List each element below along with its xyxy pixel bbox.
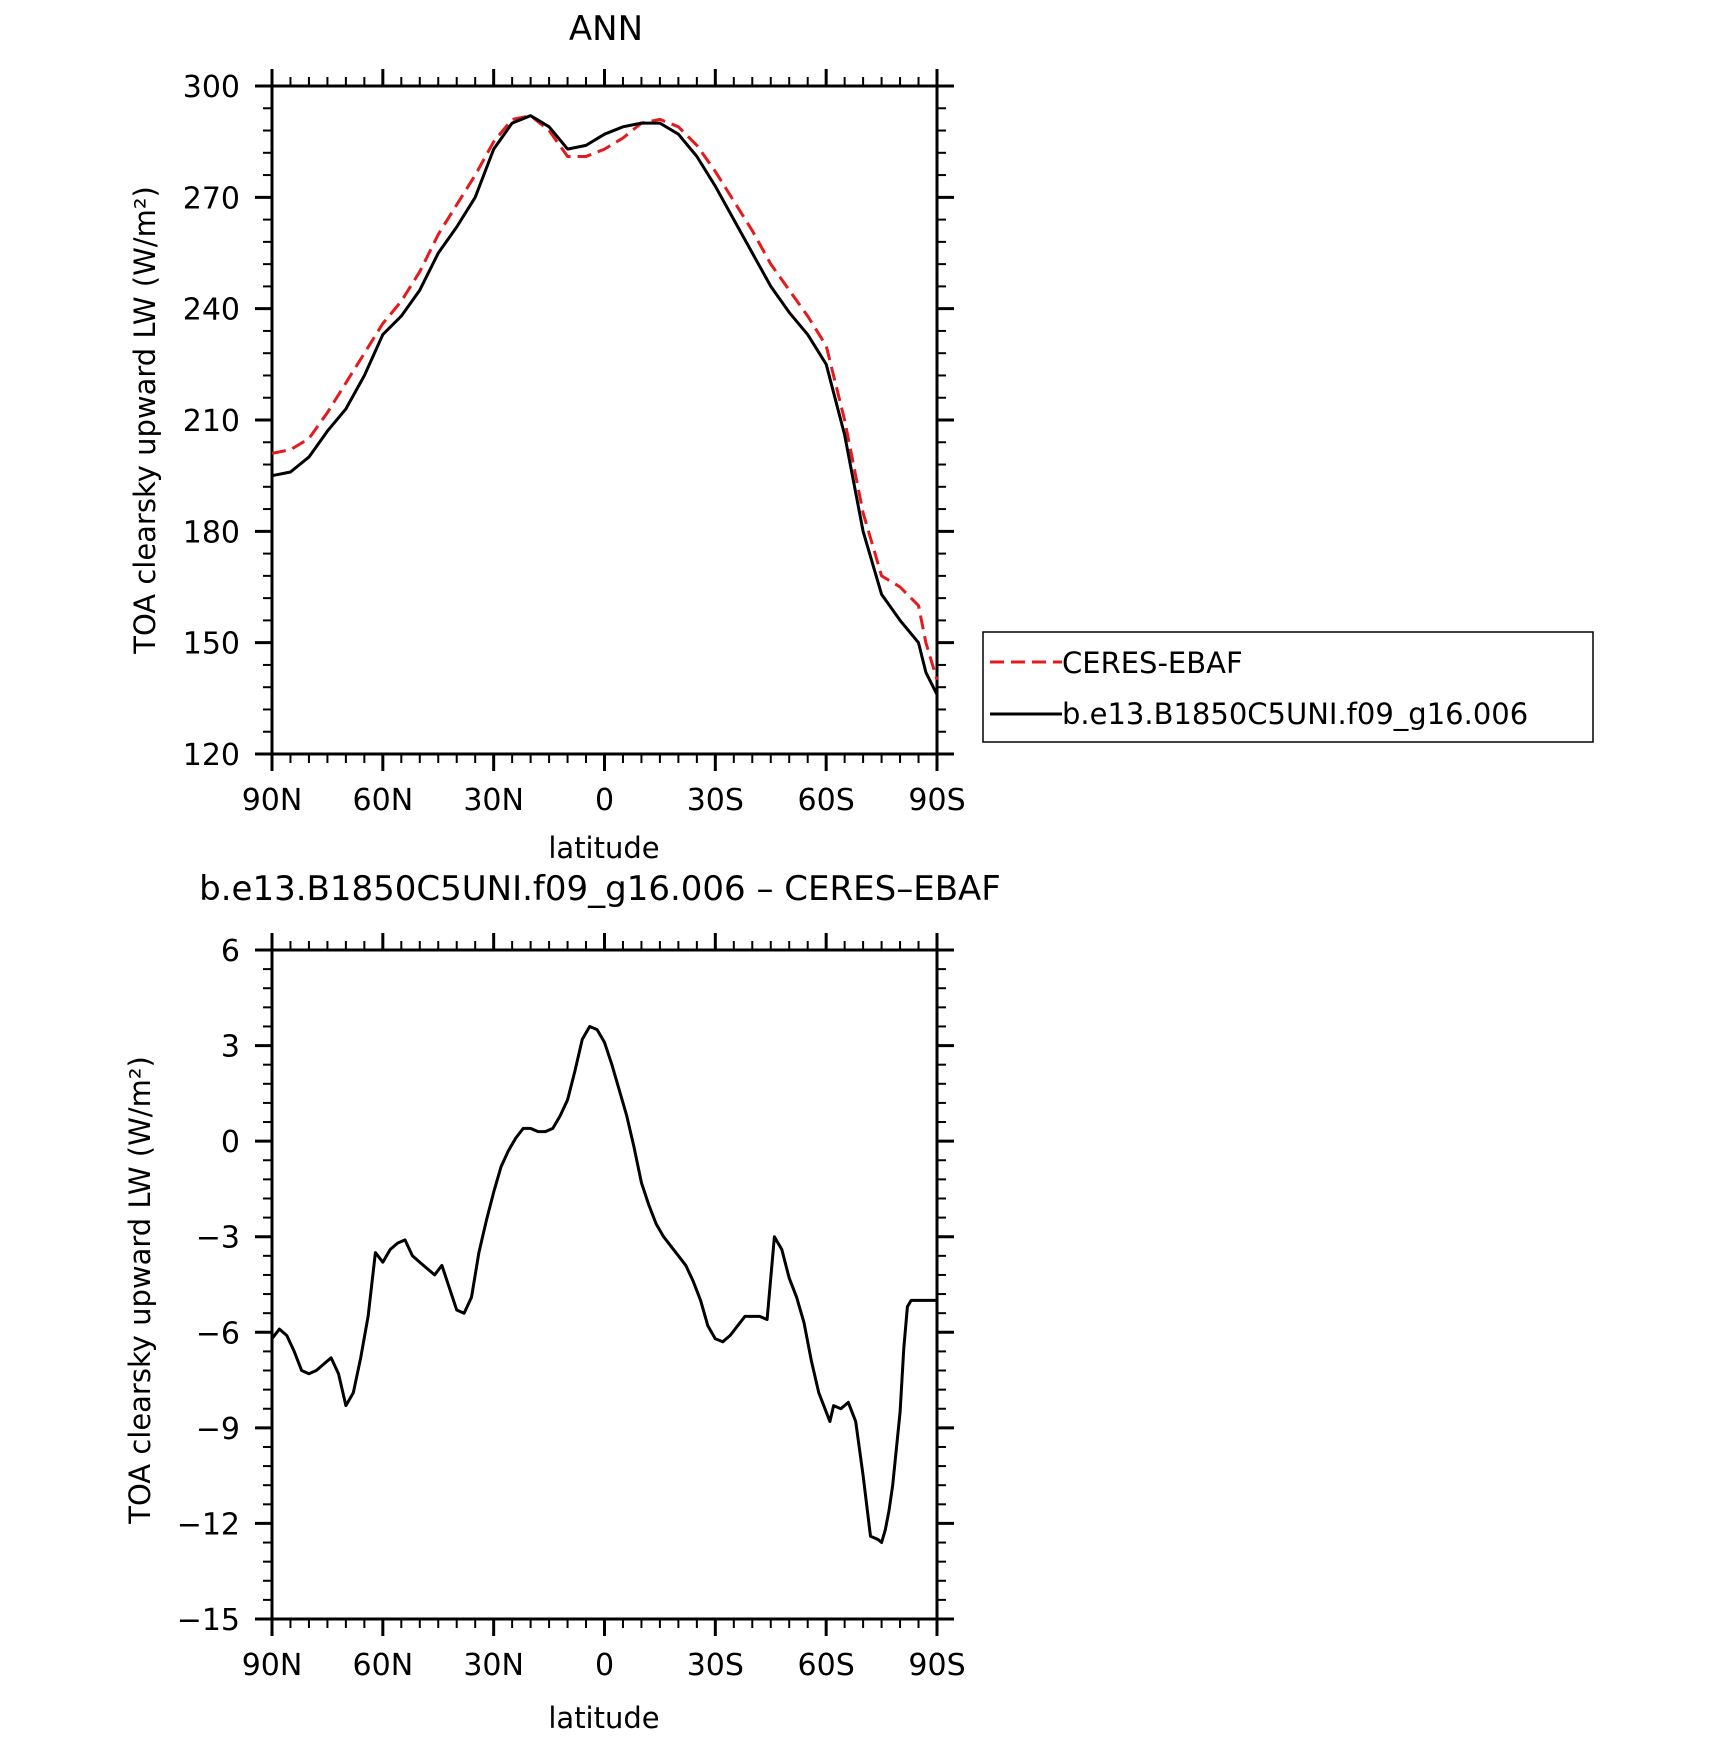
top-y-tick-label: 300 — [183, 70, 240, 105]
top-y-tick-label: 150 — [183, 627, 240, 662]
top-x-tick-label: 90N — [242, 783, 303, 818]
bottom-y-tick-label: −9 — [196, 1412, 240, 1447]
bottom-x-tick-label: 90S — [908, 1648, 965, 1683]
top-plot-frame — [270, 84, 939, 756]
bottom-y-tick-label: −15 — [177, 1603, 240, 1638]
bottom-y-tick-label: −3 — [196, 1221, 240, 1256]
bottom-x-tick-label: 0 — [595, 1648, 614, 1683]
top-y-tick-label: 210 — [183, 404, 240, 439]
bottom-plot-title: b.e13.B1850C5UNI.f09_g16.006 – CERES–EBA… — [199, 869, 1001, 909]
bottom-y-tick-label: 3 — [221, 1030, 240, 1065]
bottom-y-tick-label: −6 — [196, 1316, 240, 1351]
top-series-layer — [271, 114, 939, 696]
legend-label-ceres: CERES-EBAF — [1062, 646, 1243, 680]
top-panel: ANN 90N 60N 30N 0 30S 60S 90S 120 150 180 210 240 27… — [128, 9, 1594, 865]
top-x-tick-label: 0 — [595, 783, 614, 818]
top-x-axis-title: latitude — [548, 831, 659, 865]
top-x-tick-label: 30S — [687, 783, 744, 818]
bottom-x-tick-label: 90N — [242, 1648, 303, 1683]
legend-label-model: b.e13.B1850C5UNI.f09_g16.006 — [1062, 697, 1528, 731]
bottom-series-line-0 — [270, 1025, 937, 1544]
bottom-y-axis-title: TOA clearsky upward LW (W/m²) — [123, 1056, 157, 1525]
top-y-tick-label: 270 — [183, 181, 240, 216]
top-y-tick-label: 120 — [183, 738, 240, 773]
legend-box — [982, 631, 1594, 743]
bottom-x-tick-label: 60S — [798, 1648, 855, 1683]
bottom-x-tick-label: 30N — [463, 1648, 524, 1683]
top-y-tick-label: 240 — [183, 293, 240, 328]
top-ticks: 90N 60N 30N 0 30S 60S 90S 120 150 180 210 240 270 300 — [183, 69, 966, 818]
legend: CERES-EBAF b.e13.B1850C5UNI.f09_g16.006 — [982, 631, 1594, 743]
top-x-tick-label: 60N — [353, 783, 414, 818]
bottom-x-tick-label: 60N — [353, 1648, 414, 1683]
top-x-tick-label: 30N — [463, 783, 524, 818]
top-plot-title: ANN — [569, 9, 643, 49]
top-y-tick-label: 180 — [183, 515, 240, 550]
bottom-y-tick-label: 0 — [221, 1125, 240, 1160]
top-y-axis-title: TOA clearsky upward LW (W/m²) — [128, 186, 162, 655]
top-series-line-0 — [271, 114, 939, 681]
top-series-line-1 — [271, 114, 939, 696]
bottom-panel: b.e13.B1850C5UNI.f09_g16.006 – CERES–EBA… — [123, 869, 1001, 1735]
top-x-tick-label: 90S — [908, 783, 965, 818]
top-x-tick-label: 60S — [798, 783, 855, 818]
bottom-y-tick-label: 6 — [221, 934, 240, 969]
bottom-x-tick-label: 30S — [687, 1648, 744, 1683]
bottom-y-tick-label: −12 — [177, 1507, 240, 1542]
bottom-x-axis-title: latitude — [548, 1701, 659, 1735]
bottom-ticks: 90N 60N 30N 0 30S 60S 90S 6 3 0 −3 −6 −9 −12 −15 — [177, 933, 966, 1683]
bottom-series-layer — [270, 1025, 937, 1544]
